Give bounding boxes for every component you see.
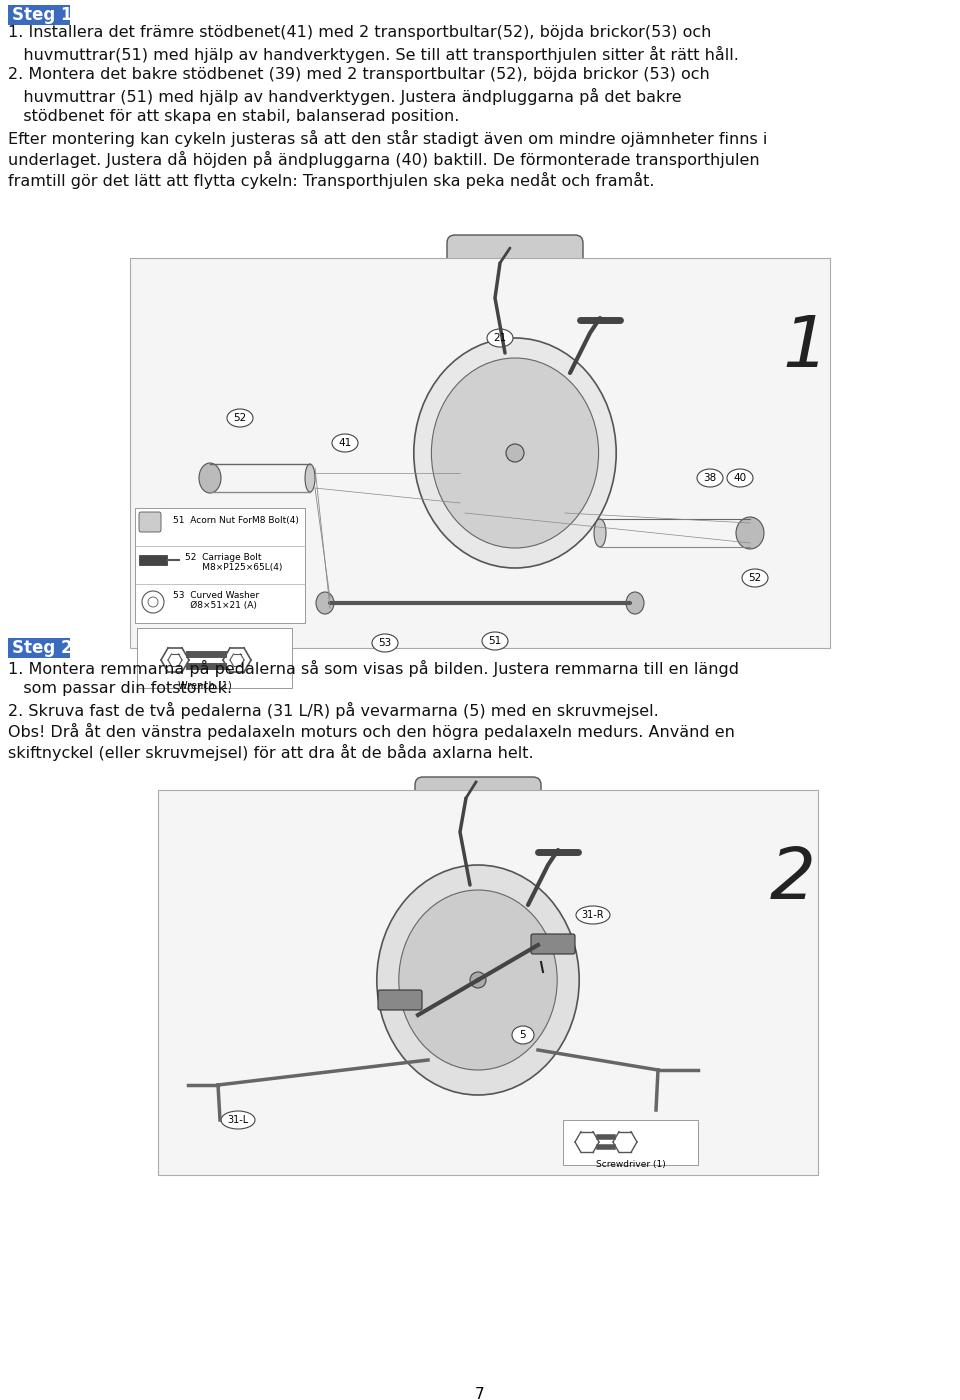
Bar	[8, 638, 70, 658]
Text: 51  Acorn Nut ForM8 Bolt(4): 51 Acorn Nut ForM8 Bolt(4)	[173, 517, 299, 525]
Ellipse shape	[742, 568, 768, 587]
Ellipse shape	[398, 890, 557, 1070]
Ellipse shape	[221, 1112, 255, 1128]
Text: Steg 1: Steg 1	[12, 6, 73, 24]
Text: Efter montering kan cykeln justeras så att den står stadigt även om mindre ojämn: Efter montering kan cykeln justeras så a…	[8, 130, 767, 147]
Text: 2. Montera det bakre stödbenet (39) med 2 transportbultar (52), böjda brickor (5: 2. Montera det bakre stödbenet (39) med …	[8, 67, 709, 83]
Ellipse shape	[576, 906, 610, 924]
Text: stödbenet för att skapa en stabil, balanserad position.: stödbenet för att skapa en stabil, balan…	[8, 109, 460, 125]
Bar	[8, 6, 70, 25]
Ellipse shape	[316, 592, 334, 615]
Bar	[158, 790, 818, 1175]
Ellipse shape	[470, 972, 486, 988]
Ellipse shape	[227, 409, 253, 427]
Ellipse shape	[594, 519, 606, 547]
Bar	[563, 1120, 698, 1165]
Ellipse shape	[626, 592, 644, 615]
Ellipse shape	[487, 329, 513, 347]
Ellipse shape	[376, 865, 579, 1095]
Text: 53: 53	[378, 638, 392, 648]
Text: 2. Skruva fast de två pedalerna (31 L/R) på vevarmarna (5) med en skruvmejsel.: 2. Skruva fast de två pedalerna (31 L/R)…	[8, 701, 659, 720]
Text: 31-R: 31-R	[582, 910, 604, 920]
Text: 52  Carriage Bolt
      M8×P125×65L(4): 52 Carriage Bolt M8×P125×65L(4)	[185, 553, 282, 573]
Text: framtill gör det lätt att flytta cykeln: Transporthjulen ska peka nedåt och fram: framtill gör det lätt att flytta cykeln:…	[8, 172, 655, 189]
Text: 41: 41	[338, 438, 351, 448]
Text: underlaget. Justera då höjden på ändpluggarna (40) baktill. De förmonterade tran: underlaget. Justera då höjden på ändplug…	[8, 151, 759, 168]
Text: Steg 2: Steg 2	[12, 638, 73, 657]
Bar	[130, 258, 830, 648]
Ellipse shape	[697, 469, 723, 487]
Text: huvmuttrar (51) med hjälp av handverktygen. Justera ändpluggarna på det bakre: huvmuttrar (51) med hjälp av handverktyg…	[8, 88, 682, 105]
Text: 7: 7	[475, 1387, 485, 1400]
Ellipse shape	[332, 434, 358, 452]
Ellipse shape	[482, 631, 508, 650]
Ellipse shape	[727, 469, 753, 487]
Ellipse shape	[142, 591, 164, 613]
FancyBboxPatch shape	[378, 990, 422, 1009]
Text: 1: 1	[782, 314, 828, 382]
Text: 1. Montera remmarna på pedalerna så som visas på bilden. Justera remmarna till e: 1. Montera remmarna på pedalerna så som …	[8, 659, 739, 678]
Text: Screwdriver (1): Screwdriver (1)	[596, 1161, 666, 1169]
Bar	[135, 508, 305, 623]
Ellipse shape	[506, 444, 524, 462]
Text: 5: 5	[519, 1030, 526, 1040]
Ellipse shape	[148, 596, 158, 608]
Text: huvmuttrar(51) med hjälp av handverktygen. Se till att transporthjulen sitter åt: huvmuttrar(51) med hjälp av handverktyge…	[8, 46, 739, 63]
Text: skiftnyckel (eller skruvmejsel) för att dra åt de båda axlarna helt.: skiftnyckel (eller skruvmejsel) för att …	[8, 743, 534, 762]
Ellipse shape	[199, 463, 221, 493]
Text: som passar din fotstorlek.: som passar din fotstorlek.	[8, 680, 232, 696]
Ellipse shape	[736, 517, 764, 549]
Ellipse shape	[372, 634, 398, 652]
FancyBboxPatch shape	[139, 512, 161, 532]
Ellipse shape	[305, 463, 315, 491]
FancyBboxPatch shape	[415, 777, 541, 923]
Text: 21: 21	[493, 333, 507, 343]
Bar	[139, 554, 167, 566]
Text: 38: 38	[704, 473, 716, 483]
Ellipse shape	[414, 337, 616, 568]
Text: 51: 51	[489, 636, 502, 645]
Text: Wrench (1): Wrench (1)	[179, 680, 232, 692]
Text: 52: 52	[233, 413, 247, 423]
Ellipse shape	[512, 1026, 534, 1044]
Text: Obs! Drå åt den vänstra pedalaxeln moturs och den högra pedalaxeln medurs. Använ: Obs! Drå åt den vänstra pedalaxeln motur…	[8, 722, 734, 741]
Text: 40: 40	[733, 473, 747, 483]
Bar	[137, 629, 292, 687]
Text: 53  Curved Washer
      Ø8×51×21 (A): 53 Curved Washer Ø8×51×21 (A)	[173, 591, 259, 610]
FancyBboxPatch shape	[531, 934, 575, 953]
Text: 31-L: 31-L	[228, 1114, 249, 1126]
Text: 52: 52	[749, 573, 761, 582]
FancyBboxPatch shape	[447, 235, 583, 391]
Ellipse shape	[431, 358, 599, 547]
Text: 2: 2	[770, 846, 816, 914]
Text: 1. Installera det främre stödbenet(41) med 2 transportbultar(52), böjda brickor(: 1. Installera det främre stödbenet(41) m…	[8, 25, 711, 41]
